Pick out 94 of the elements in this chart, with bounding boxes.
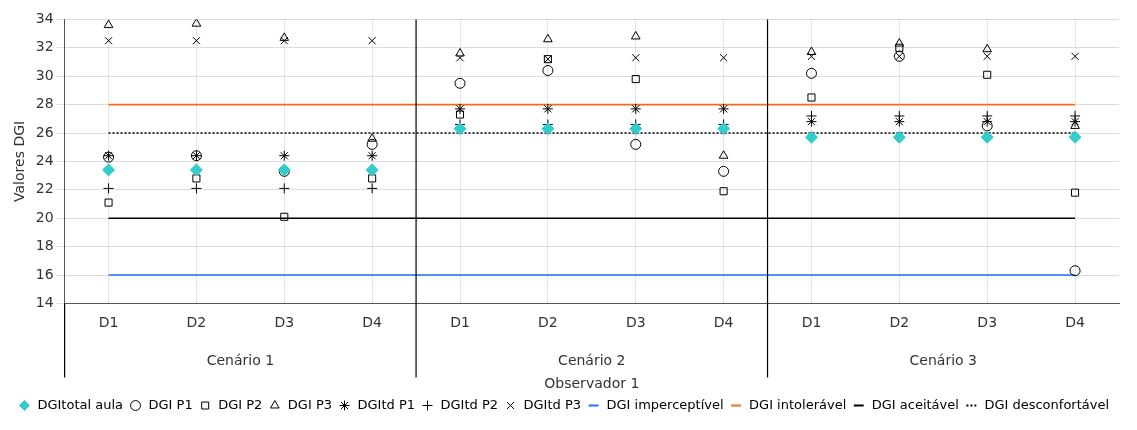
legend-label: DGItd P2 bbox=[440, 396, 499, 412]
text: Cenário 3 bbox=[909, 352, 977, 369]
y-tick-label: 16 bbox=[35, 265, 54, 282]
point bbox=[630, 30, 641, 40]
legend-label: DGI aceitável bbox=[871, 396, 959, 412]
point bbox=[980, 130, 994, 144]
point bbox=[892, 130, 906, 144]
point bbox=[189, 163, 203, 177]
x-tick-label: D3 bbox=[625, 314, 646, 331]
point bbox=[631, 75, 640, 84]
point bbox=[453, 122, 467, 136]
x-tick-label: D2 bbox=[889, 314, 910, 331]
point bbox=[718, 165, 730, 177]
point bbox=[981, 120, 993, 132]
point bbox=[192, 174, 201, 183]
point bbox=[1071, 188, 1080, 197]
legend-label: DGI P2 bbox=[218, 396, 263, 412]
point bbox=[1069, 116, 1081, 128]
y-tick-label: 30 bbox=[35, 66, 54, 83]
point bbox=[367, 133, 377, 142]
y-tick-label: 34 bbox=[35, 10, 54, 27]
y-tick-label: 22 bbox=[35, 180, 54, 197]
point bbox=[805, 67, 817, 79]
point bbox=[190, 182, 202, 194]
point bbox=[103, 19, 114, 29]
text: Cenário 1 bbox=[206, 352, 275, 369]
y-tick-label: 24 bbox=[35, 152, 54, 169]
point bbox=[805, 116, 817, 128]
x-tick-label: D4 bbox=[1065, 314, 1085, 331]
y-axis-title: Valores DGI bbox=[11, 120, 28, 202]
point bbox=[1068, 130, 1082, 144]
point bbox=[542, 65, 554, 77]
point bbox=[1069, 265, 1081, 277]
point bbox=[543, 33, 553, 43]
y-tick-label: 20 bbox=[35, 208, 54, 225]
point bbox=[278, 182, 290, 194]
legend-label: DGI desconfortável bbox=[984, 396, 1110, 412]
x-tick-label: D3 bbox=[977, 314, 998, 331]
point bbox=[541, 122, 555, 136]
x-tick-label: D2 bbox=[538, 314, 558, 331]
y-tick-label: 14 bbox=[35, 294, 54, 311]
point bbox=[718, 150, 729, 159]
point bbox=[893, 116, 905, 128]
point bbox=[982, 43, 993, 53]
point bbox=[366, 138, 378, 150]
point bbox=[719, 187, 728, 196]
point bbox=[365, 163, 379, 177]
point bbox=[368, 174, 377, 183]
y-tick-label: 18 bbox=[35, 237, 54, 254]
x-tick-label: D3 bbox=[274, 314, 295, 331]
point bbox=[455, 110, 465, 119]
point bbox=[894, 38, 905, 47]
point bbox=[804, 130, 818, 144]
point bbox=[630, 138, 642, 150]
text: Cenário 2 bbox=[558, 352, 626, 369]
legend-label: DGI imperceptível bbox=[606, 396, 724, 412]
point bbox=[366, 182, 378, 194]
x-tick-label: D4 bbox=[362, 314, 383, 331]
point bbox=[542, 103, 554, 115]
point bbox=[366, 150, 378, 162]
x-tick-label: D1 bbox=[450, 314, 470, 331]
y-tick-label: 26 bbox=[35, 123, 54, 140]
legend-label: DGItd P1 bbox=[357, 396, 416, 412]
point bbox=[895, 43, 904, 52]
point bbox=[280, 212, 289, 221]
x-tick-label: D2 bbox=[186, 314, 207, 331]
x-tick-label: D1 bbox=[801, 314, 822, 331]
point bbox=[455, 47, 465, 57]
point bbox=[717, 122, 731, 136]
legend-label: DGI P1 bbox=[148, 396, 193, 412]
legend-label: DGItotal aula bbox=[37, 396, 124, 412]
x-axis-title: Observador 1 bbox=[544, 375, 640, 392]
legend-label: DGI intolerável bbox=[749, 396, 847, 412]
y-tick-label: 32 bbox=[35, 38, 54, 55]
point bbox=[103, 182, 115, 194]
point bbox=[191, 19, 202, 27]
x-tick-label: D1 bbox=[98, 314, 119, 331]
point bbox=[983, 70, 992, 79]
x-tick-label: D4 bbox=[713, 314, 734, 331]
point bbox=[718, 103, 730, 115]
point bbox=[807, 93, 816, 102]
point bbox=[629, 122, 643, 136]
point bbox=[454, 77, 466, 89]
point bbox=[278, 150, 290, 162]
point bbox=[630, 103, 642, 115]
point bbox=[102, 163, 116, 177]
point bbox=[279, 32, 290, 41]
point bbox=[981, 116, 993, 128]
legend-label: DGItd P3 bbox=[523, 396, 582, 412]
point bbox=[806, 46, 817, 56]
point bbox=[104, 198, 113, 207]
legend-label: DGI P3 bbox=[287, 396, 333, 412]
point bbox=[454, 103, 466, 115]
y-tick-label: 28 bbox=[35, 95, 54, 112]
